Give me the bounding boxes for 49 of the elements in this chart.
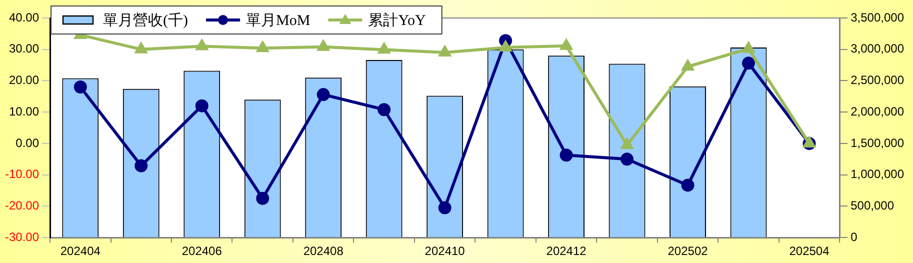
- point: [620, 152, 634, 166]
- legend-label: 單月MoM: [246, 12, 310, 29]
- y-tick-label: 0.00: [16, 136, 40, 150]
- x-tick-label: 202410: [424, 244, 466, 258]
- y-tick-label: 40.00: [8, 10, 40, 24]
- point: [256, 192, 270, 205]
- point: [378, 103, 391, 116]
- x-tick-label: 202504: [789, 244, 830, 258]
- point: [682, 60, 694, 71]
- point: [135, 42, 147, 54]
- y-tick-label: -10.00: [4, 167, 40, 182]
- y-tick-label: 10.00: [8, 104, 40, 118]
- point: [621, 138, 633, 150]
- point: [74, 80, 87, 94]
- y-tick-label: -20.00: [4, 198, 40, 213]
- x-tick-label: 202412: [546, 244, 587, 258]
- point: [316, 88, 330, 102]
- y-tick-label: -30.00: [4, 230, 40, 244]
- point: [742, 42, 754, 53]
- y2-tick-label: 2,500,000: [850, 73, 904, 88]
- y2-tick-label: 1,500,000: [850, 136, 904, 150]
- point: [560, 39, 572, 50]
- point: [196, 40, 208, 50]
- x-tick-label: 202406: [182, 244, 222, 258]
- point: [500, 40, 512, 52]
- x-tick-label: 202408: [303, 244, 344, 258]
- point: [438, 201, 452, 214]
- y-tick-label: 30.00: [8, 42, 40, 56]
- point: [256, 42, 268, 52]
- point: [134, 159, 148, 172]
- point: [195, 99, 208, 112]
- x-tick-label: 202502: [668, 244, 708, 258]
- y2-tick-label: 1,000,000: [850, 167, 904, 182]
- point: [803, 136, 816, 148]
- y2-tick-label: 0: [850, 230, 858, 244]
- y-tick-label: 20.00: [8, 73, 40, 88]
- legend-label: 單月營收(千): [103, 12, 188, 29]
- legend-label: 累計YoY: [368, 12, 426, 29]
- point: [378, 43, 390, 54]
- point: [438, 46, 451, 57]
- point: [742, 56, 756, 70]
- y2-tick-label: 3,500,000: [850, 10, 904, 24]
- point: [560, 148, 573, 162]
- x-tick-label: 202404: [60, 244, 101, 258]
- y2-tick-label: 2,000,000: [850, 104, 904, 118]
- point: [681, 178, 694, 192]
- point: [318, 40, 330, 51]
- y2-tick-label: 3,000,000: [850, 42, 904, 56]
- y2-tick-label: 500,000: [850, 198, 894, 213]
